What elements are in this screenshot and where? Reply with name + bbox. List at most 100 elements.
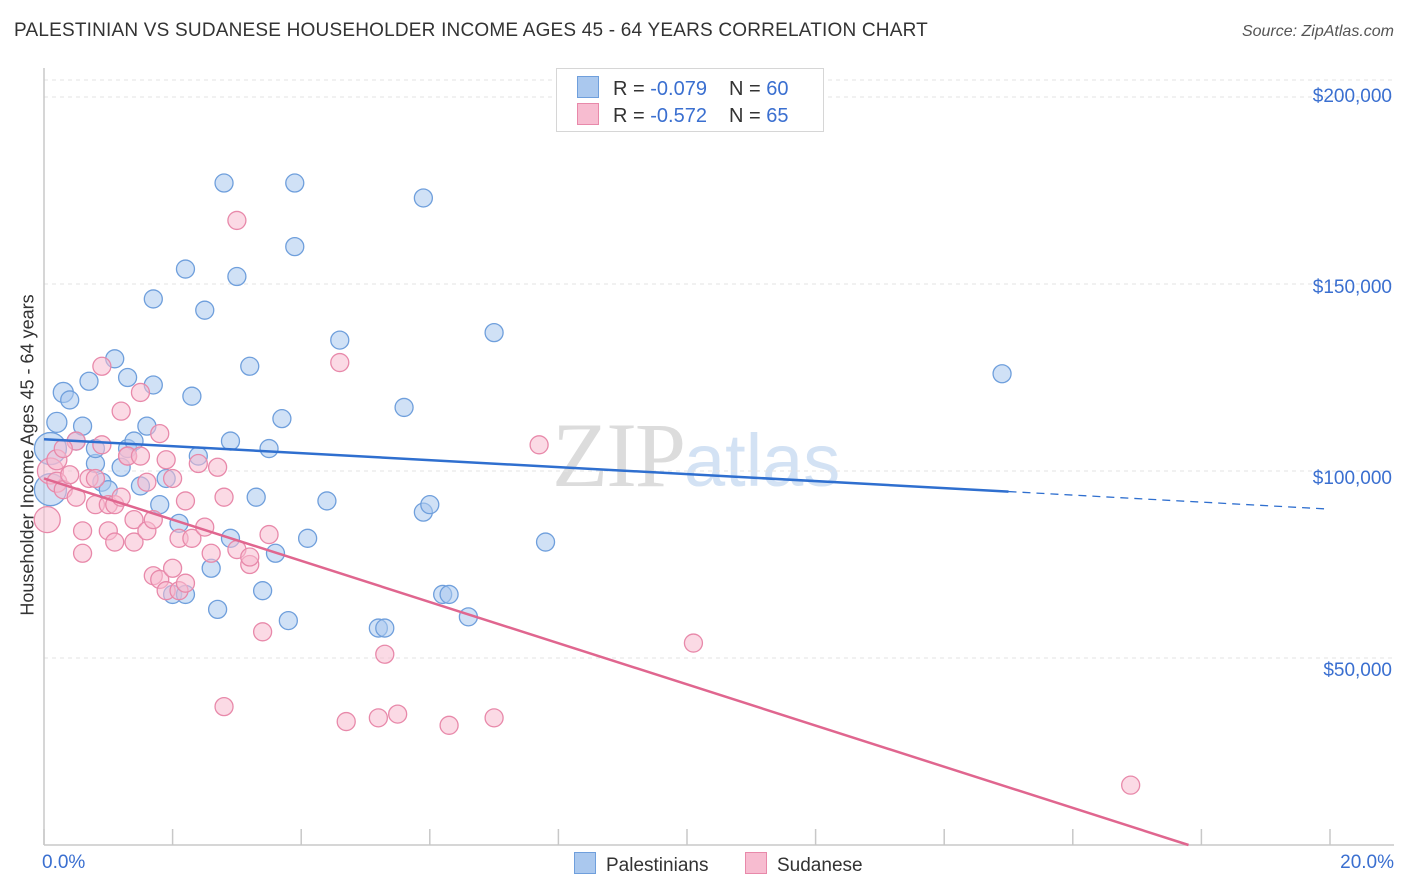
x-tick-label-max: 20.0% [1340,852,1394,873]
source-note: Source: ZipAtlas.com [1241,23,1394,40]
palestinians-swatch [574,852,596,874]
x-tick-label-min: 0.0% [42,852,86,873]
palestinians-point [79,371,99,391]
sudanese-point [336,711,356,732]
y-tick-label: $100,000 [1312,468,1392,489]
correlation-legend: R = -0.079 N = 60 R = -0.572 N = 65 [556,68,824,132]
sudanese-point [252,622,273,642]
sudanese-point [130,382,151,403]
sudanese-point [111,401,131,421]
palestinians-point [207,599,228,620]
legend-r-value: -0.572 [650,105,707,127]
sudanese-point [72,543,93,563]
legend-r-value: -0.079 [650,78,707,100]
palestinians-point [420,495,440,515]
palestinians-point [285,173,305,193]
palestinians-point [535,532,556,552]
sudanese-point [175,491,196,511]
y-tick-label: $50,000 [1323,660,1392,681]
watermark-zip: ZIP [552,404,686,506]
legend-n-label: N = [728,78,767,100]
sudanese-point [60,465,80,485]
sudanese-point [439,715,459,735]
sudanese-point [105,532,125,552]
palestinians-swatch [577,76,599,98]
palestinians-point [143,289,163,309]
sudanese-point [92,356,112,376]
palestinians-point [246,487,266,507]
legend-item-sudanese[interactable]: Sudanese [745,852,863,877]
chart-title: PALESTINIAN VS SUDANESE HOUSEHOLDER INCO… [14,20,928,41]
sudanese-point [53,438,73,459]
palestinians-point [259,438,279,459]
sudanese-swatch [577,103,599,125]
sudanese-point [188,453,208,474]
palestinians-point [375,618,395,638]
palestinians-point [278,610,298,631]
sudanese-point [227,210,247,231]
watermark: ZIPatlas [552,402,840,508]
sudanese-point [137,472,157,492]
legend-row-palestinians: R = -0.079 N = 60 [577,76,788,100]
sudanese-point [387,704,408,724]
sudanese-swatch [745,852,767,874]
legend-r-label: R = [613,78,651,100]
palestinians-trend-extension [1008,490,1331,510]
palestinians-point [227,266,247,287]
sudanese-point [33,505,61,534]
legend-item-palestinians[interactable]: Palestinians [574,852,708,877]
palestinians-point [317,491,337,511]
sudanese-point [150,423,170,444]
palestinians-point [272,408,292,429]
sudanese-point [207,457,228,477]
sudanese-point [201,543,221,563]
sudanese-point [214,487,234,507]
legend-n-label: N = [728,105,767,127]
palestinians-point [252,581,273,601]
sudanese-point [92,435,112,455]
sudanese-point [375,644,395,664]
sudanese-point [182,528,202,548]
palestinians-point [330,330,350,350]
palestinians-point [297,528,318,548]
sudanese-point [683,633,704,653]
palestinians-trend-line [43,437,1009,493]
sudanese-point [240,547,260,567]
sudanese-point [529,435,549,455]
palestinians-point [484,322,504,343]
sudanese-point [175,573,196,593]
y-tick-label: $150,000 [1312,277,1392,298]
palestinians-point [240,356,260,376]
sudanese-point [1121,775,1141,795]
sudanese-point [259,524,279,545]
palestinians-point [394,397,414,418]
legend-n-value: 65 [766,105,789,127]
sudanese-trend-line [43,477,1189,847]
sudanese-point [162,468,183,489]
sudanese-point [124,509,144,530]
palestinians-point [46,411,68,434]
sudanese-point [484,708,504,728]
legend-row-sudanese: R = -0.572 N = 65 [577,103,788,127]
legend-label: Sudanese [777,855,863,876]
sudanese-point [85,468,106,489]
palestinians-point [182,386,202,406]
palestinians-point [214,173,234,193]
palestinians-point [117,367,138,388]
y-axis-label: Householder Income Ages 45 - 64 years [17,294,38,616]
palestinians-point [285,236,305,257]
palestinians-point [439,584,459,605]
legend-r-label: R = [613,105,651,127]
sudanese-point [214,696,234,717]
legend-label: Palestinians [606,855,709,876]
palestinians-point [220,431,241,451]
sudanese-point [130,446,151,466]
palestinians-point [413,188,434,208]
sudanese-point [330,352,350,373]
watermark-atlas: atlas [684,419,841,502]
palestinians-point [195,300,215,320]
legend-n-value: 60 [766,78,789,100]
sudanese-point [124,532,144,552]
sudanese-point [72,521,93,541]
